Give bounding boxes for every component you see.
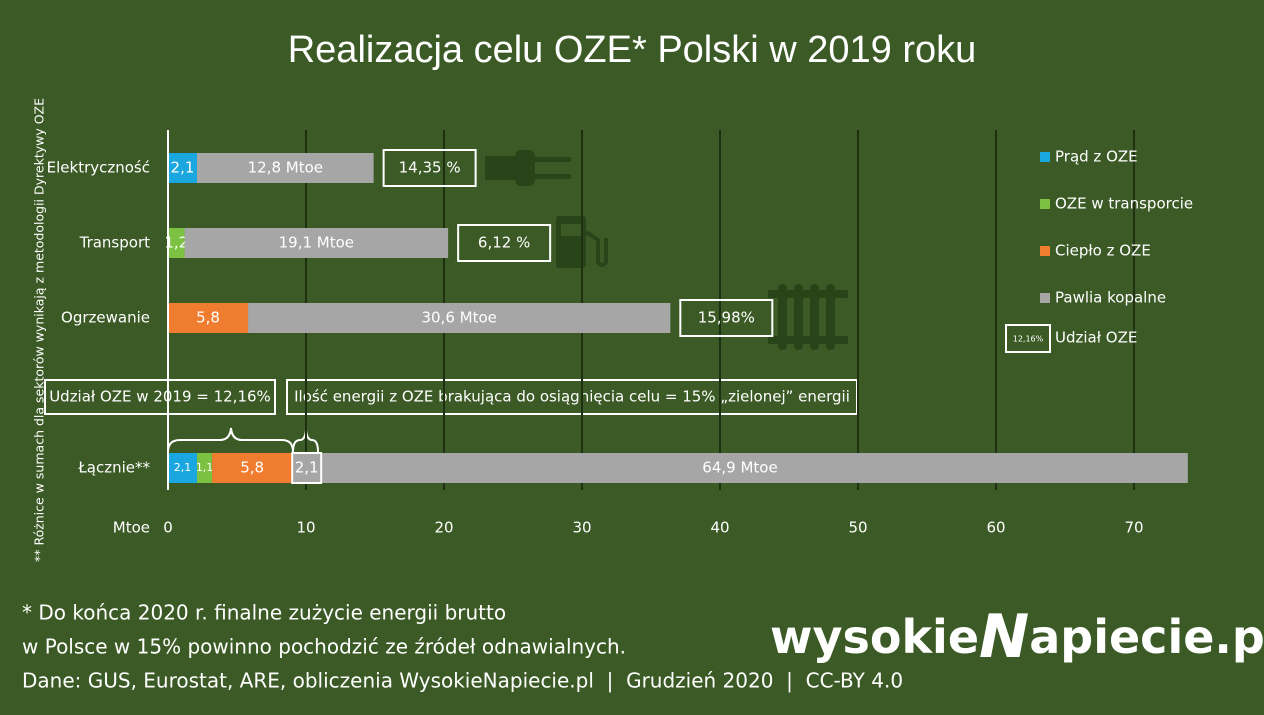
logo-part: N bbox=[979, 602, 1029, 672]
legend-label: Udział OZE bbox=[1055, 329, 1137, 347]
legend-swatch bbox=[1040, 293, 1050, 303]
value-label: 64,9 Mtoe bbox=[702, 459, 777, 477]
y-tick-label: Transport bbox=[79, 234, 151, 252]
legend-label: OZE w transporcie bbox=[1055, 195, 1193, 213]
chart-title: Realizacja celu OZE* Polski w 2019 roku bbox=[288, 29, 977, 71]
bar-segment bbox=[212, 453, 293, 483]
y-tick-label: Łącznie** bbox=[77, 459, 150, 477]
logo-part: apiecie.pl bbox=[1029, 610, 1264, 664]
value-label: 12,8 Mtoe bbox=[248, 159, 323, 177]
share-box bbox=[382, 149, 477, 187]
value-label: 1,2 bbox=[164, 234, 188, 252]
bar-segment bbox=[168, 453, 197, 483]
bar-segment bbox=[184, 228, 449, 258]
footnote: Dane: GUS, Eurostat, ARE, obliczenia Wys… bbox=[22, 669, 903, 693]
plug-icon bbox=[485, 150, 571, 186]
footnote: * Do końca 2020 r. finalne zużycie energ… bbox=[22, 601, 506, 625]
x-tick-label: 20 bbox=[434, 519, 453, 537]
x-tick-label: 50 bbox=[848, 519, 867, 537]
y-tick-label: Ogrzewanie bbox=[61, 309, 150, 327]
share-box bbox=[457, 224, 552, 262]
value-label: 2,1 bbox=[171, 159, 195, 177]
legend-share-box bbox=[1005, 324, 1051, 353]
shortfall-label: 2,1 bbox=[295, 459, 319, 477]
annotation: Ilość energii z OZE brakująca do osiągni… bbox=[294, 388, 850, 406]
bar-segment bbox=[168, 303, 249, 333]
legend-label: Prąd z OZE bbox=[1055, 148, 1138, 166]
legend-swatch bbox=[1040, 246, 1050, 256]
share-label: 14,35 % bbox=[399, 159, 461, 177]
value-label: 30,6 Mtoe bbox=[421, 309, 496, 327]
value-label: 5,8 bbox=[196, 309, 220, 327]
annotation-box bbox=[44, 379, 276, 415]
logo: wysokieNapiecie.pl bbox=[770, 602, 1264, 672]
y-tick-label: Elektryczność bbox=[47, 159, 150, 177]
fuel-icon bbox=[556, 216, 608, 268]
value-label: 2,1 bbox=[174, 461, 192, 474]
footnote: w Polsce w 15% powinno pochodzić ze źród… bbox=[22, 635, 626, 659]
legend-label: Ciepło z OZE bbox=[1055, 242, 1151, 260]
legend-share-sample: 12,16% bbox=[1013, 335, 1044, 344]
bar-segment bbox=[196, 153, 374, 183]
bar-segment bbox=[248, 303, 671, 333]
legend-label: Pawlia kopalne bbox=[1055, 289, 1166, 307]
annotation: Udział OZE w 2019 = 12,16% bbox=[49, 388, 271, 406]
shortfall-box bbox=[291, 452, 323, 484]
x-tick-label: 40 bbox=[710, 519, 729, 537]
side-note: ** Różnice w sumach dla sektorów wynikaj… bbox=[32, 98, 47, 562]
value-label: 19,1 Mtoe bbox=[279, 234, 354, 252]
logo-part: wysokie bbox=[770, 610, 979, 664]
x-tick-label: 60 bbox=[986, 519, 1005, 537]
value-label: 1,1 bbox=[196, 461, 214, 474]
bar-segment bbox=[168, 228, 185, 258]
share-label: 15,98% bbox=[698, 309, 755, 327]
radiator-icon bbox=[768, 284, 848, 350]
x-tick-label: 30 bbox=[572, 519, 591, 537]
share-box bbox=[679, 299, 774, 337]
bar-segment bbox=[196, 453, 213, 483]
legend-swatch bbox=[1040, 199, 1050, 209]
x-tick-label: 10 bbox=[296, 519, 315, 537]
share-label: 6,12 % bbox=[478, 234, 530, 252]
bar-segment bbox=[168, 153, 197, 183]
value-label: 5,8 bbox=[240, 459, 264, 477]
x-axis-label: Mtoe bbox=[113, 519, 150, 537]
x-tick-label: 70 bbox=[1124, 519, 1143, 537]
bar-segment bbox=[292, 453, 1188, 483]
brace bbox=[167, 427, 294, 453]
legend-swatch bbox=[1040, 152, 1050, 162]
x-tick-label: 0 bbox=[163, 519, 173, 537]
